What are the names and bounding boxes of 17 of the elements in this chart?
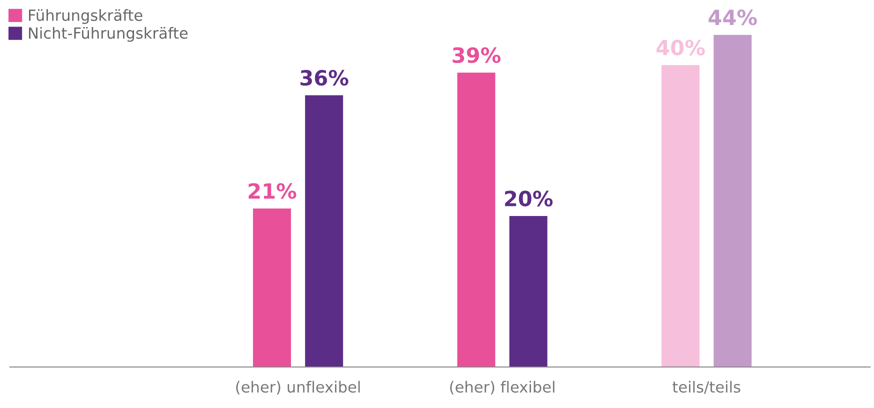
- x-tick-label: (eher) unflexibel: [236, 380, 360, 395]
- legend-label: Führungskräfte: [29, 9, 142, 24]
- x-tick-label: teils/teils: [672, 380, 740, 394]
- data-label: 20%: [505, 190, 553, 206]
- data-label: 44%: [708, 10, 757, 26]
- data-label: 21%: [248, 183, 296, 199]
- bar: [252, 208, 291, 367]
- bar: [305, 95, 344, 367]
- data-label: 40%: [656, 40, 705, 56]
- data-label: 39%: [452, 47, 501, 64]
- bar: [714, 34, 752, 367]
- legend-label: Nicht-Führungskräfte: [29, 27, 188, 42]
- bar: [662, 65, 700, 367]
- bar: [457, 72, 496, 367]
- x-tick-label: (eher) flexibel: [450, 380, 554, 395]
- bar: [509, 216, 548, 367]
- data-label: 36%: [300, 70, 348, 86]
